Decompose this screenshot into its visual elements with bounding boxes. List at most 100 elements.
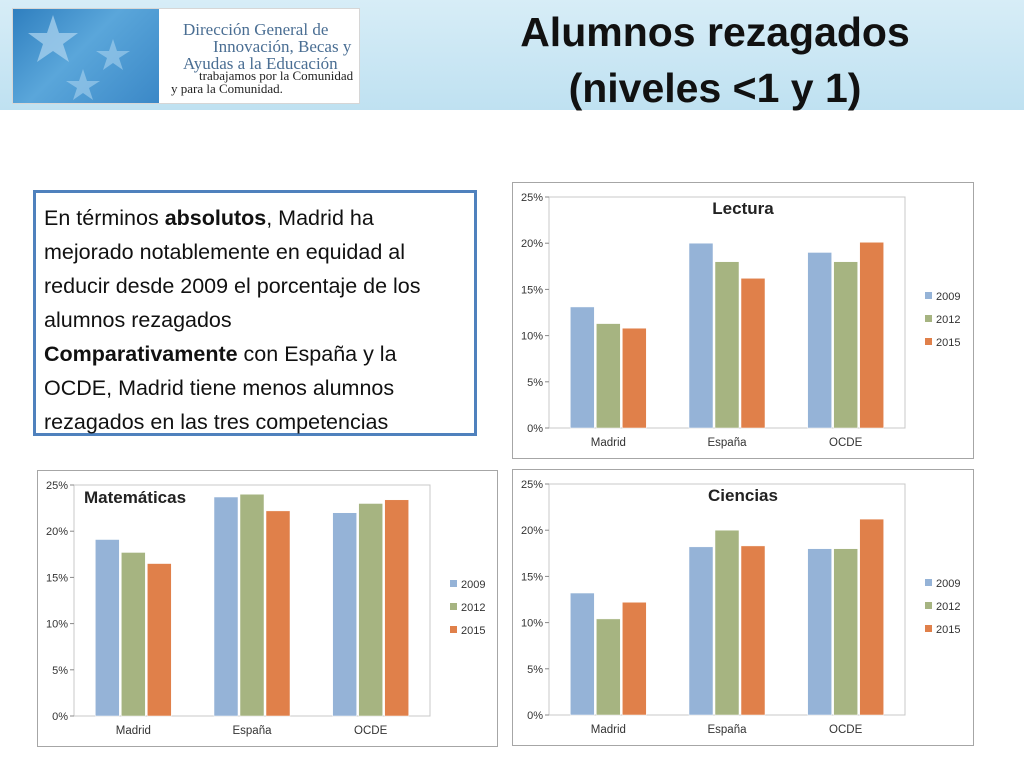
- legend-label: 2012: [936, 314, 960, 326]
- y-tick-label: 0%: [527, 710, 543, 722]
- bar-ocde-2015: [384, 499, 409, 717]
- y-tick-label: 15%: [521, 571, 543, 583]
- y-tick-label: 0%: [52, 711, 68, 723]
- legend-swatch: [925, 602, 932, 609]
- logo-name: Dirección General de Innovación, Becas y…: [183, 21, 351, 72]
- bar-ocde-2009: [332, 512, 357, 717]
- legend-swatch: [925, 625, 932, 632]
- y-tick-label: 0%: [527, 423, 543, 435]
- x-tick-label: Madrid: [116, 725, 151, 737]
- summary-textbox: En términos absolutos, Madrid ha mejorad…: [33, 190, 477, 436]
- chart-lectura: 0% 5% 10% 15% 20% 25% Madrid España OCDE Lectura 2…: [512, 182, 974, 459]
- bar-españa-2009: [688, 242, 714, 429]
- logo-line-2: Innovación, Becas y: [213, 37, 352, 56]
- star-icon: [28, 15, 130, 100]
- legend-label: 2012: [936, 601, 960, 613]
- bar-madrid-2012: [121, 552, 146, 717]
- bar-españa-2012: [239, 493, 265, 717]
- bar-españa-2015: [740, 278, 766, 429]
- legend-label: 2012: [461, 602, 485, 614]
- bar-ocde-2012: [833, 548, 858, 716]
- bar-ocde-2012: [833, 261, 858, 429]
- y-tick-label: 10%: [521, 331, 543, 343]
- bar-madrid-2015: [147, 563, 172, 717]
- logo-slogan-2: y para la Comunidad.: [171, 81, 283, 96]
- chart-svg-matematicas: 0% 5% 10% 15% 20% 25% Madrid España OCDE Matemáti…: [46, 480, 486, 737]
- bar-madrid-2012: [596, 323, 621, 429]
- summary-bold-absolutos: absolutos: [164, 206, 267, 230]
- legend-label: 2009: [936, 578, 960, 590]
- bar-madrid-2009: [95, 539, 120, 717]
- page-title-line-1: Alumnos rezagados: [520, 9, 910, 55]
- bar-madrid-2015: [622, 602, 647, 716]
- x-tick-label: España: [707, 437, 747, 449]
- x-tick-label: España: [707, 724, 747, 736]
- x-tick-label: OCDE: [829, 437, 863, 449]
- bar-ocde-2009: [807, 252, 832, 429]
- chart-svg-ciencias: 0% 5% 10% 15% 20% 25% Madrid España OCDE Ciencias…: [521, 479, 961, 736]
- legend-swatch: [925, 338, 932, 345]
- y-tick-label: 25%: [46, 480, 68, 492]
- summary-bold-comparativamente: Comparativamente: [44, 342, 238, 366]
- bar-madrid-2009: [570, 306, 595, 429]
- summary-paragraph-2: Comparativamente con España y la OCDE, M…: [44, 337, 466, 439]
- legend-swatch: [450, 580, 457, 587]
- bar-madrid-2012: [596, 618, 621, 716]
- bar-ocde-2009: [807, 548, 832, 716]
- y-tick-label: 20%: [521, 525, 543, 537]
- bar-españa-2015: [265, 510, 291, 717]
- y-tick-label: 15%: [46, 572, 68, 584]
- bar-madrid-2015: [622, 327, 647, 429]
- y-tick-label: 25%: [521, 192, 543, 204]
- bar-españa-2012: [714, 261, 740, 429]
- x-tick-label: OCDE: [354, 725, 388, 737]
- summary-text: , Madrid ha mejorado notablemente en equ…: [44, 206, 421, 332]
- y-tick-label: 25%: [521, 479, 543, 491]
- legend-swatch: [925, 315, 932, 322]
- legend-swatch: [925, 579, 932, 586]
- y-tick-label: 5%: [527, 377, 543, 389]
- logo-line-1: Dirección General de: [183, 20, 329, 39]
- y-tick-label: 5%: [52, 665, 68, 677]
- chart-svg-lectura: 0% 5% 10% 15% 20% 25% Madrid España OCDE Lectura 2…: [521, 192, 961, 449]
- logo-slogan: trabajamos por la Comunidad y para la Co…: [171, 69, 353, 95]
- y-tick-label: 10%: [46, 619, 68, 631]
- chart-matematicas: 0% 5% 10% 15% 20% 25% Madrid España OCDE Matemáti…: [37, 470, 498, 747]
- summary-text: En términos: [44, 206, 165, 230]
- legend-label: 2009: [936, 291, 960, 303]
- summary-paragraph-1: En términos absolutos, Madrid ha mejorad…: [44, 201, 466, 337]
- legend-swatch: [450, 603, 457, 610]
- legend-label: 2009: [461, 579, 485, 591]
- bar-madrid-2009: [570, 592, 595, 716]
- legend-swatch: [450, 626, 457, 633]
- chart-title: Ciencias: [708, 486, 778, 505]
- x-tick-label: OCDE: [829, 724, 863, 736]
- chart-title: Matemáticas: [84, 488, 186, 507]
- y-tick-label: 20%: [46, 526, 68, 538]
- legend-label: 2015: [936, 337, 960, 349]
- logo: Dirección General de Innovación, Becas y…: [12, 8, 360, 104]
- bar-españa-2009: [688, 546, 714, 716]
- y-tick-label: 20%: [521, 238, 543, 250]
- bar-españa-2009: [213, 496, 239, 717]
- x-tick-label: España: [232, 725, 272, 737]
- bar-ocde-2015: [859, 518, 884, 716]
- bar-ocde-2012: [358, 503, 383, 717]
- bar-españa-2015: [740, 545, 766, 716]
- bar-ocde-2015: [859, 242, 884, 429]
- summary-text: con España y la OCDE, Madrid tiene menos…: [44, 342, 397, 434]
- y-tick-label: 10%: [521, 618, 543, 630]
- x-tick-label: Madrid: [591, 724, 626, 736]
- y-tick-label: 15%: [521, 284, 543, 296]
- logo-line-3: Ayudas a la Educación: [183, 54, 338, 73]
- page-title: Alumnos rezagados (niveles <1 y 1): [420, 4, 1010, 116]
- page-title-line-2: (niveles <1 y 1): [568, 65, 862, 111]
- logo-flag: [13, 9, 159, 103]
- x-tick-label: Madrid: [591, 437, 626, 449]
- legend-label: 2015: [936, 624, 960, 636]
- bar-españa-2012: [714, 529, 740, 716]
- legend-swatch: [925, 292, 932, 299]
- legend-label: 2015: [461, 625, 485, 637]
- logo-slogan-1: trabajamos por la Comunidad: [199, 68, 354, 83]
- chart-ciencias: 0% 5% 10% 15% 20% 25% Madrid España OCDE Ciencias…: [512, 469, 974, 746]
